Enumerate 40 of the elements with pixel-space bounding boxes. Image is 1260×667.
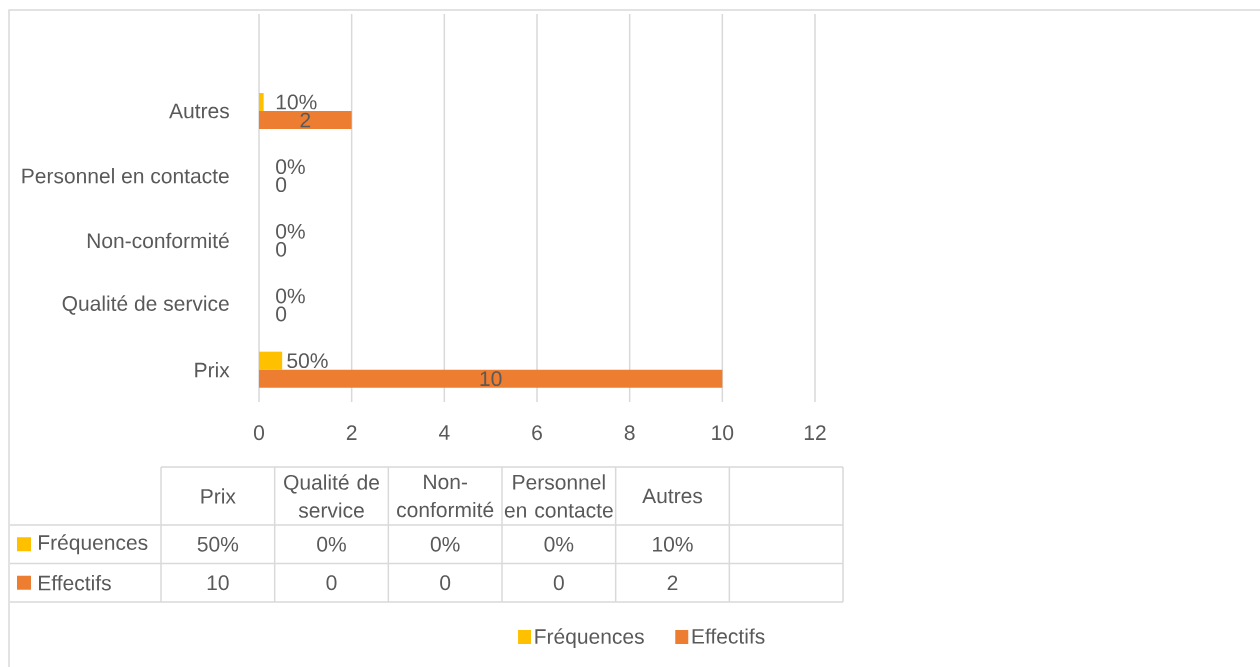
data-label: 0% [276,288,305,304]
legend-label: Effectifs [38,575,111,591]
x-tick-label: 0 [253,425,265,441]
data-label: 50% [287,353,328,369]
text: Effectifs [692,628,765,644]
x-tick-label: 4 [438,425,450,440]
category-label: Personnel en contacte [504,474,613,518]
x-tick-label: 12 [804,425,826,440]
text: 0% [544,536,574,552]
text: Fréquences [535,628,644,649]
data-label: 0% [276,223,305,239]
text: 50% [197,536,239,552]
x-tick-label: 8 [624,425,635,441]
y-tick-label: Non-conformité [87,232,229,249]
text: 0% [430,536,460,552]
x-tick-label: 6 [532,425,542,441]
category-label: Qualité de service [284,474,380,518]
text: 0 [440,575,451,591]
y-tick-label: Personnel en contacte [22,167,229,184]
data-label: 10% [276,94,317,110]
text: 10% [653,536,693,552]
legend-label: Fréquences [38,534,148,555]
data-label: 10 [480,371,502,387]
text: 2 [667,575,678,591]
category-label: Non-conformité [397,474,494,518]
text: 0% [317,536,346,552]
data-label: 2 [300,112,311,128]
category-label: Autres [642,488,703,504]
data-label: 0 [276,177,287,193]
y-tick-label: Qualité de service [62,295,229,315]
x-tick-label: 2 [346,425,357,440]
data-label: 0 [276,241,287,257]
y-tick-label: Prix [195,362,230,378]
text: 0 [326,575,337,591]
data-label: 0 [276,306,287,322]
text: 10 [207,575,229,591]
x-tick-label: 10 [712,425,734,441]
y-tick-label: Autres [169,103,229,119]
data-label: 0% [276,159,305,175]
text: 0 [553,575,564,591]
